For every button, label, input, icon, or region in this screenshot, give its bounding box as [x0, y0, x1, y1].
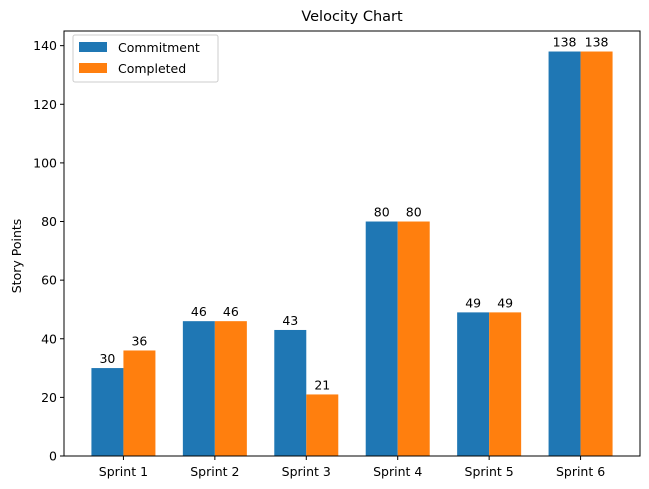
bar-commitment-4	[365, 221, 398, 456]
bar-completed-6	[580, 51, 613, 456]
y-tick-label: 100	[33, 155, 57, 170]
y-tick-label: 120	[33, 97, 57, 112]
x-tick-label: Sprint 3	[282, 464, 331, 479]
legend-label-completed: Completed	[118, 61, 186, 76]
x-tick-label: Sprint 5	[465, 464, 514, 479]
bar-commitment-2	[182, 321, 215, 456]
legend-box	[72, 34, 219, 83]
chart-title: Velocity Chart	[301, 9, 403, 25]
legend-swatch-completed	[79, 63, 107, 73]
x-tick-label: Sprint 2	[190, 464, 239, 479]
data-label-completed-3: 21	[314, 377, 330, 392]
bar-completed-4	[397, 221, 430, 456]
bar-commitment-1	[91, 368, 124, 456]
bar-commitment-5	[457, 312, 490, 456]
x-tick-label: Sprint 1	[99, 464, 148, 479]
data-label-completed-4: 80	[406, 205, 422, 220]
x-tick-label: Sprint 4	[373, 464, 422, 479]
data-label-commitment-4: 80	[374, 205, 390, 220]
legend: Commitment Completed	[72, 34, 219, 83]
data-label-commitment-3: 43	[282, 313, 298, 328]
y-tick-label: 40	[41, 331, 57, 346]
data-label-completed-1: 36	[131, 333, 147, 348]
data-label-completed-6: 138	[585, 35, 609, 50]
bar-completed-3	[306, 394, 339, 456]
legend-label-commitment: Commitment	[118, 40, 200, 55]
data-label-commitment-1: 30	[99, 351, 115, 366]
bar-commitment-3	[274, 329, 307, 456]
data-label-commitment-2: 46	[191, 304, 207, 319]
y-tick-label: 60	[41, 273, 57, 288]
data-label-completed-5: 49	[497, 295, 513, 310]
data-label-completed-2: 46	[223, 304, 239, 319]
data-label-commitment-5: 49	[465, 295, 481, 310]
bar-commitment-6	[548, 51, 581, 456]
legend-swatch-commitment	[79, 42, 107, 52]
x-tick-label: Sprint 6	[556, 464, 605, 479]
plot-area: 30 46 43 80 49 138 36 46 21 80 49 138 0 20 40 60 80 100 12…	[33, 30, 641, 479]
y-tick-label: 0	[49, 449, 57, 464]
y-tick-label: 140	[33, 38, 57, 53]
y-tick-label: 20	[41, 390, 57, 405]
bar-completed-1	[123, 350, 156, 456]
bar-completed-2	[214, 321, 247, 456]
y-axis-label: Story Points	[9, 219, 24, 294]
bar-completed-5	[489, 312, 522, 456]
data-label-commitment-6: 138	[553, 35, 577, 50]
y-tick-label: 80	[41, 214, 57, 229]
axes-frame	[63, 30, 641, 457]
